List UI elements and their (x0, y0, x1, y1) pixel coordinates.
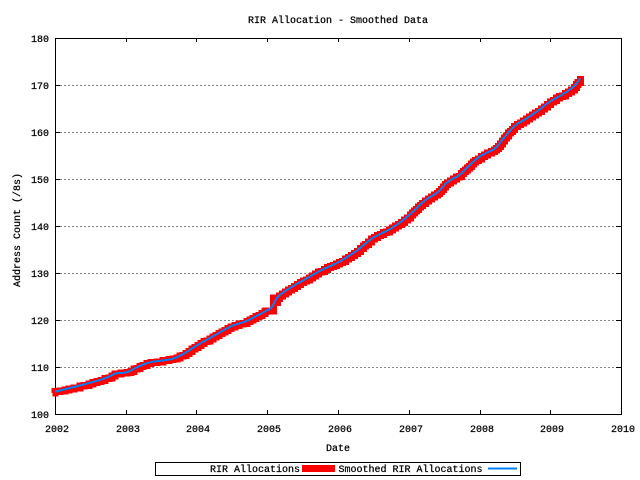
svg-text:160: 160 (31, 129, 49, 140)
svg-text:120: 120 (31, 317, 49, 328)
svg-text:Date: Date (326, 444, 350, 455)
svg-text:110: 110 (31, 364, 49, 375)
svg-text:130: 130 (31, 270, 49, 281)
svg-text:180: 180 (31, 35, 49, 46)
svg-text:RIR Allocation - Smoothed Data: RIR Allocation - Smoothed Data (248, 15, 428, 27)
svg-text:RIR Allocations: RIR Allocations (210, 464, 300, 476)
svg-text:2004: 2004 (186, 425, 210, 436)
svg-text:Address Count (/8s): Address Count (/8s) (12, 173, 24, 287)
svg-text:2003: 2003 (116, 425, 140, 436)
svg-text:2010: 2010 (611, 425, 635, 436)
svg-text:2006: 2006 (328, 425, 352, 436)
svg-text:100: 100 (31, 411, 49, 422)
svg-text:2007: 2007 (399, 425, 423, 436)
svg-text:2008: 2008 (470, 425, 494, 436)
svg-text:2005: 2005 (257, 425, 281, 436)
svg-text:150: 150 (31, 176, 49, 187)
svg-text:2002: 2002 (45, 425, 69, 436)
svg-text:Smoothed RIR Allocations: Smoothed RIR Allocations (339, 464, 483, 476)
svg-text:140: 140 (31, 223, 49, 234)
svg-text:170: 170 (31, 82, 49, 93)
svg-text:2009: 2009 (540, 425, 564, 436)
